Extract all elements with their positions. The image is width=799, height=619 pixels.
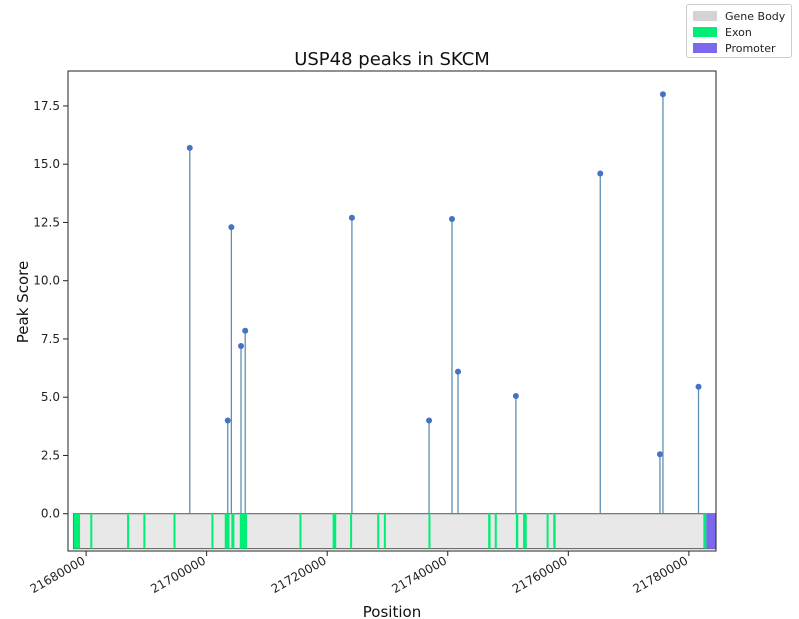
legend-item-promoter: Promoter: [693, 41, 776, 55]
x-tick-label: 21720000: [269, 553, 329, 596]
exon-bar: [143, 513, 146, 549]
peak-marker: [186, 144, 193, 151]
exon-bar: [173, 513, 176, 549]
exon-bar: [127, 513, 130, 549]
exon-bar: [332, 513, 337, 549]
y-tick-label: 15.0: [33, 157, 60, 171]
legend-swatch-gene-body: [693, 11, 717, 21]
peak-marker: [348, 214, 355, 221]
legend-label-promoter: Promoter: [725, 41, 776, 55]
gene-body-bar: [72, 513, 717, 550]
peak-marker: [656, 451, 663, 458]
x-axis-label: Position: [363, 603, 421, 619]
y-tick-label: 12.5: [33, 215, 60, 229]
legend-label-gene-body: Gene Body: [725, 9, 786, 23]
exon-bar: [73, 513, 81, 549]
x-tick-label: 21740000: [389, 553, 449, 596]
x-tick-label: 21680000: [28, 553, 88, 596]
x-axis: 21680000 21700000 21720000 21740000 21760000…: [28, 551, 690, 596]
exon-bar: [488, 513, 491, 549]
exon-bar: [546, 513, 549, 549]
y-tick-label: 2.5: [41, 448, 60, 462]
exon-bar: [377, 513, 380, 549]
peak-marker: [597, 170, 604, 177]
peak-marker: [224, 417, 231, 424]
y-tick-label: 5.0: [41, 390, 60, 404]
peak-marker: [228, 224, 235, 231]
y-axis-label: Peak Score: [14, 261, 32, 343]
plot-frame: [67, 70, 717, 552]
exon-bar: [224, 513, 230, 549]
exon-bar: [383, 513, 386, 549]
y-tick-label: 17.5: [33, 99, 60, 113]
chart-legend: Gene Body Exon Promoter: [686, 4, 792, 58]
peak-marker: [512, 393, 519, 400]
exon-bar: [515, 513, 519, 549]
y-tick-label: 10.0: [33, 274, 60, 288]
legend-swatch-promoter: [693, 43, 717, 53]
legend-item-exon: Exon: [693, 25, 752, 39]
exon-bar: [494, 513, 497, 549]
y-tick-label: 7.5: [41, 332, 60, 346]
exon-bar: [350, 513, 353, 549]
legend-item-gene-body: Gene Body: [693, 9, 785, 23]
exon-bar: [211, 513, 214, 549]
plot-area: [67, 70, 717, 552]
exon-bar: [299, 513, 302, 549]
peak-marker: [426, 417, 433, 424]
exon-bar: [239, 513, 248, 549]
x-tick-label: 21700000: [148, 553, 208, 596]
chart-title: USP48 peaks in SKCM: [294, 49, 490, 70]
x-tick-label: 21760000: [510, 553, 570, 596]
y-axis: 0.0 2.5 5.0 7.5 10.0 12.5 15.0 17.5: [33, 99, 68, 521]
peak-marker: [448, 215, 455, 222]
exon-bar: [703, 513, 707, 549]
exon-bar: [428, 513, 431, 549]
peak-marker: [659, 91, 666, 98]
y-tick-label: 0.0: [41, 507, 60, 521]
peak-marker: [242, 327, 249, 334]
legend-swatch-exon: [693, 27, 717, 37]
peak-marker: [455, 368, 462, 375]
exon-bar: [523, 513, 527, 549]
legend-label-exon: Exon: [725, 25, 752, 39]
promoter-bar: [706, 513, 716, 549]
peak-marker: [238, 342, 245, 349]
exon-bar: [553, 513, 556, 549]
peak-marker: [695, 383, 702, 390]
x-tick-label: 21780000: [630, 553, 690, 596]
exon-bar: [231, 513, 235, 549]
exon-bar: [90, 513, 93, 549]
